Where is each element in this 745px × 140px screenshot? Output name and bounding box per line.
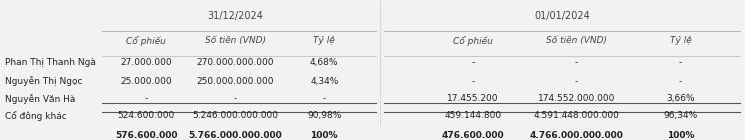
- Text: -: -: [575, 77, 578, 86]
- Text: 4,34%: 4,34%: [310, 77, 338, 86]
- Text: 4,68%: 4,68%: [310, 58, 338, 67]
- Text: Số tiền (VND): Số tiền (VND): [205, 36, 266, 45]
- Text: -: -: [679, 58, 682, 67]
- Text: 17.455.200: 17.455.200: [447, 94, 498, 103]
- Text: 96,34%: 96,34%: [663, 111, 697, 120]
- Text: -: -: [679, 77, 682, 86]
- Text: 3,66%: 3,66%: [666, 94, 695, 103]
- Text: -: -: [234, 94, 237, 103]
- Text: Cổ đông khác: Cổ đông khác: [5, 111, 67, 121]
- Text: Số tiền (VND): Số tiền (VND): [546, 36, 607, 45]
- Text: 25.000.000: 25.000.000: [120, 77, 172, 86]
- Text: 90,98%: 90,98%: [307, 111, 341, 120]
- Text: 01/01/2024: 01/01/2024: [534, 11, 589, 21]
- Text: 576.600.000: 576.600.000: [115, 131, 177, 140]
- Text: 524.600.000: 524.600.000: [118, 111, 175, 120]
- Text: Tỷ lệ: Tỷ lệ: [670, 36, 691, 45]
- Text: 250.000.000.000: 250.000.000.000: [197, 77, 274, 86]
- Text: -: -: [471, 58, 475, 67]
- Text: -: -: [323, 94, 326, 103]
- Text: 4.766.000.000.000: 4.766.000.000.000: [530, 131, 624, 140]
- Text: Cổ phiếu: Cổ phiếu: [126, 36, 166, 46]
- Text: 270.000.000.000: 270.000.000.000: [197, 58, 274, 67]
- Text: -: -: [145, 94, 148, 103]
- Text: 5.246.000.000.000: 5.246.000.000.000: [192, 111, 278, 120]
- Text: -: -: [471, 77, 475, 86]
- Text: Phan Thị Thanh Ngà: Phan Thị Thanh Ngà: [5, 58, 96, 67]
- Text: 31/12/2024: 31/12/2024: [207, 11, 263, 21]
- Text: 100%: 100%: [311, 131, 338, 140]
- Text: 459.144.800: 459.144.800: [444, 111, 501, 120]
- Text: Tỷ lệ: Tỷ lệ: [314, 36, 335, 45]
- Text: 100%: 100%: [667, 131, 694, 140]
- Text: 27.000.000: 27.000.000: [120, 58, 172, 67]
- Text: Cổ phiếu: Cổ phiếu: [453, 36, 492, 46]
- Text: 4.591.448.000.000: 4.591.448.000.000: [533, 111, 620, 120]
- Text: 5.766.000.000.000: 5.766.000.000.000: [188, 131, 282, 140]
- Text: 476.600.000: 476.600.000: [441, 131, 504, 140]
- Text: -: -: [575, 58, 578, 67]
- Text: 174.552.000.000: 174.552.000.000: [538, 94, 615, 103]
- Text: Nguyễn Thị Ngọc: Nguyễn Thị Ngọc: [5, 76, 83, 86]
- Text: Nguyễn Văn Hà: Nguyễn Văn Hà: [5, 94, 75, 103]
